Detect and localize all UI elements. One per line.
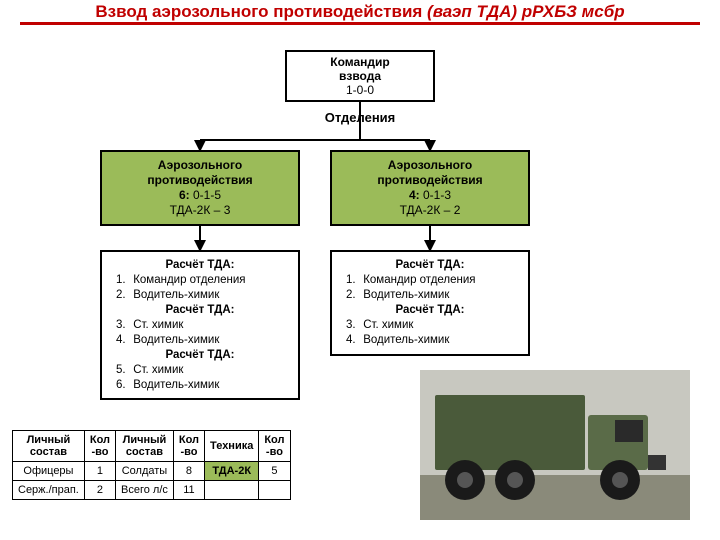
unit-box: Аэрозольногопротиводействия4: 0-1-3ТДА-2… [330,150,530,226]
list-item: 1. Командир отделения [346,273,520,288]
detail-heading: Расчёт ТДА: [110,258,290,273]
commander-box: Командир взвода 1-0-0 [285,50,435,102]
commander-line1: Командир [289,55,431,69]
table-header: Техника [205,431,259,462]
title-underline [20,22,700,25]
unit-count: 6: 0-1-5 [106,188,294,203]
detail-list: 3. Ст. химик4. Водитель-химик [340,318,520,348]
table-header: Кол-во [173,431,204,462]
title-part2: (ваэп ТДА) рРХБЗ мсбр [427,2,625,21]
list-item: 6. Водитель-химик [116,378,290,393]
detail-box: Расчёт ТДА:1. Командир отделения2. Водит… [330,250,530,356]
list-item: 5. Ст. химик [116,363,290,378]
table-cell: 2 [84,481,115,500]
list-item: 3. Ст. химик [116,318,290,333]
table-row: Серж./прап.2Всего л/с11 [13,481,291,500]
table-body: Офицеры1Солдаты8ТДА-2К5Серж./прап.2Всего… [13,462,291,500]
list-item: 2. Водитель-химик [116,288,290,303]
detail-list: 1. Командир отделения2. Водитель-химик [340,273,520,303]
truck-illustration [420,370,690,520]
list-item: 4. Водитель-химик [116,333,290,348]
list-item: 3. Ст. химик [346,318,520,333]
table-cell: Офицеры [13,462,85,481]
table-cell: Солдаты [116,462,174,481]
unit-vehicle: ТДА-2К – 2 [336,203,524,218]
table-header: Личныйсостав [13,431,85,462]
table-cell: 8 [173,462,204,481]
table-cell: Всего л/с [116,481,174,500]
page-title: Взвод аэрозольного противодействия (ваэп… [0,0,720,22]
detail-box: Расчёт ТДА:1. Командир отделения2. Водит… [100,250,300,400]
table-cell: 1 [84,462,115,481]
table-header: Личныйсостав [116,431,174,462]
table-cell [259,481,290,500]
detail-heading: Расчёт ТДА: [110,303,290,318]
title-part1: Взвод аэрозольного противодействия [95,2,427,21]
detail-list: 1. Командир отделения2. Водитель-химик [110,273,290,303]
unit-vehicle: ТДА-2К – 3 [106,203,294,218]
unit-name2: противодействия [106,173,294,188]
unit-count: 4: 0-1-3 [336,188,524,203]
list-item: 4. Водитель-химик [346,333,520,348]
table-header: Кол-во [259,431,290,462]
personnel-table: ЛичныйсоставКол-воЛичныйсоставКол-воТехн… [12,430,291,500]
table-cell: Серж./прап. [13,481,85,500]
detail-heading: Расчёт ТДА: [340,303,520,318]
table-cell: ТДА-2К [205,462,259,481]
table-header-row: ЛичныйсоставКол-воЛичныйсоставКол-воТехн… [13,431,291,462]
sections-label: Отделения [0,110,720,125]
commander-line2: взвода [289,69,431,83]
unit-name: Аэрозольного [106,158,294,173]
table-cell [205,481,259,500]
detail-list: 5. Ст. химик6. Водитель-химик [110,363,290,393]
list-item: 2. Водитель-химик [346,288,520,303]
table-header: Кол-во [84,431,115,462]
detail-list: 3. Ст. химик4. Водитель-химик [110,318,290,348]
detail-heading: Расчёт ТДА: [110,348,290,363]
table-row: Офицеры1Солдаты8ТДА-2К5 [13,462,291,481]
unit-box: Аэрозольногопротиводействия6: 0-1-5ТДА-2… [100,150,300,226]
table-cell: 11 [173,481,204,500]
unit-name: Аэрозольного [336,158,524,173]
list-item: 1. Командир отделения [116,273,290,288]
commander-number: 1-0-0 [289,83,431,97]
detail-heading: Расчёт ТДА: [340,258,520,273]
unit-name2: противодействия [336,173,524,188]
table-cell: 5 [259,462,290,481]
